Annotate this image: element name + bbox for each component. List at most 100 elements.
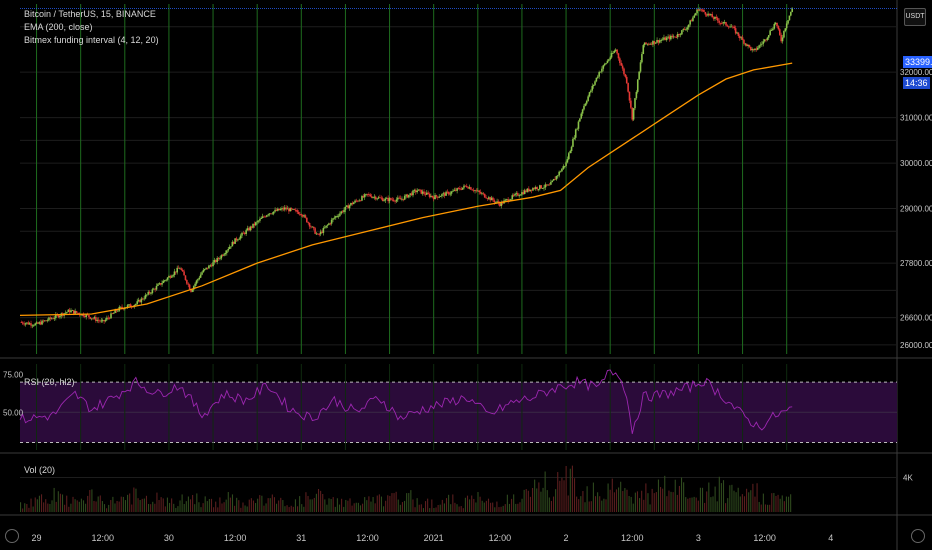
volume-bar xyxy=(192,495,194,512)
volume-bar xyxy=(680,477,683,512)
volume-bar xyxy=(137,498,139,512)
candle-body xyxy=(52,318,54,320)
volume-bar xyxy=(345,499,347,512)
volume-bar xyxy=(131,504,133,512)
volume-bar xyxy=(103,504,106,512)
volume-bar xyxy=(246,506,248,512)
volume-bar xyxy=(674,479,676,512)
candle-body xyxy=(601,68,603,72)
volume-bar xyxy=(540,491,542,512)
candle-body xyxy=(135,304,137,306)
volume-bar xyxy=(196,493,198,512)
volume-bar xyxy=(578,499,580,512)
volume-bar xyxy=(74,499,76,512)
price-scale-label: 26000.00 xyxy=(900,341,932,350)
volume-bar xyxy=(183,504,185,512)
volume-bar xyxy=(586,486,588,512)
candle-body xyxy=(759,44,762,46)
candle-body xyxy=(95,317,97,321)
candle-body xyxy=(650,43,653,45)
volume-bar xyxy=(626,489,628,512)
volume-bar xyxy=(225,499,227,512)
candle-body xyxy=(529,189,532,192)
candle-body xyxy=(674,36,676,38)
candle-body xyxy=(781,37,784,42)
candle-body xyxy=(510,199,512,201)
volume-bar xyxy=(299,496,301,512)
ema-legend[interactable]: EMA (200, close) xyxy=(24,22,93,32)
volume-bar xyxy=(359,505,362,512)
candle-body xyxy=(612,52,614,54)
candle-body xyxy=(554,178,556,180)
candle-body xyxy=(136,301,139,305)
candle-body xyxy=(181,269,184,272)
candle-body xyxy=(329,223,332,225)
volume-bar xyxy=(355,502,357,512)
candle-body xyxy=(536,187,538,190)
volume-bar xyxy=(338,504,341,512)
candle-body xyxy=(707,13,709,16)
candle-body xyxy=(500,202,503,206)
candle-body xyxy=(770,30,773,32)
candle-body xyxy=(314,228,316,234)
candle-body xyxy=(602,65,605,69)
candle-body xyxy=(372,197,374,198)
volume-bar xyxy=(664,475,666,512)
candle-body xyxy=(96,319,99,321)
volume-bar xyxy=(712,496,714,512)
symbol-title[interactable]: Bitcoin / TetherUS, 15, BINANCE xyxy=(24,9,156,19)
candle-body xyxy=(144,294,147,299)
funding-legend[interactable]: Bitmex funding interval (4, 12, 20) xyxy=(24,35,159,45)
scroll-right-icon[interactable] xyxy=(911,529,925,543)
volume-bar xyxy=(263,505,265,512)
candle-body xyxy=(762,41,765,44)
volume-bar xyxy=(622,491,624,512)
volume-bar xyxy=(380,496,383,512)
volume-bar xyxy=(555,489,557,512)
candle-body xyxy=(754,48,756,51)
scroll-left-icon[interactable] xyxy=(5,529,19,543)
volume-bar xyxy=(223,502,225,512)
vol-title[interactable]: Vol (20) xyxy=(24,465,56,475)
candle-body xyxy=(453,189,456,191)
rsi-title[interactable]: RSI (20, hl2) xyxy=(24,377,75,387)
volume-bar xyxy=(435,507,437,512)
volume-bar xyxy=(515,503,517,512)
candle-body xyxy=(85,314,87,317)
volume-bar xyxy=(401,502,404,512)
candle-body xyxy=(299,213,301,215)
candle-body xyxy=(525,190,527,192)
candle-body xyxy=(75,310,78,313)
candle-body xyxy=(297,212,300,214)
volume-bar xyxy=(236,497,238,512)
currency-button[interactable]: USDT xyxy=(904,8,926,26)
candle-body xyxy=(769,30,771,36)
candle-body xyxy=(405,194,407,197)
candle-body xyxy=(373,196,376,198)
volume-bar xyxy=(785,496,788,512)
volume-bar xyxy=(670,491,672,512)
volume-bar xyxy=(30,498,32,512)
volume-bar xyxy=(206,501,208,512)
volume-bar xyxy=(693,496,695,512)
candle-body xyxy=(246,228,249,231)
volume-bar xyxy=(469,499,471,512)
candle-body xyxy=(67,309,70,313)
candle-body xyxy=(227,249,230,251)
candle-body xyxy=(231,241,234,247)
candle-body xyxy=(459,188,461,190)
volume-bar xyxy=(412,499,414,512)
volume-bar xyxy=(72,496,74,512)
candle-body xyxy=(304,215,307,218)
candle-body xyxy=(326,224,329,226)
candle-body xyxy=(685,29,687,31)
volume-bar xyxy=(496,501,498,512)
candle-body xyxy=(470,187,472,190)
volume-bar xyxy=(248,499,250,512)
candle-body xyxy=(249,226,252,231)
candle-body xyxy=(416,190,418,193)
volume-bar xyxy=(55,501,57,512)
volume-bar xyxy=(57,491,59,512)
volume-bar xyxy=(395,491,397,512)
